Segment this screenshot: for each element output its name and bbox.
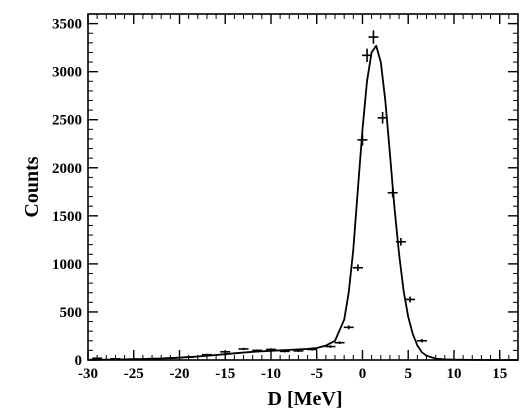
y-tick-label: 1500 xyxy=(52,209,82,225)
y-tick-label: 3000 xyxy=(52,65,82,81)
y-tick-label: 3500 xyxy=(52,17,82,33)
y-tick-label: 2000 xyxy=(52,161,82,177)
x-tick-label: -5 xyxy=(310,366,323,382)
data-point xyxy=(377,112,388,124)
x-tick-label: -20 xyxy=(169,366,189,382)
data-point xyxy=(279,350,290,353)
x-tick-label: 10 xyxy=(446,366,461,382)
y-tick-label: 0 xyxy=(75,353,83,369)
y-axis-title: Counts xyxy=(21,156,43,217)
ticks-layer: -30 -25 -20 -15 -10 -5 0 5 10 15 0 500 1000 1500 2000 2… xyxy=(52,13,519,382)
y-tick-label: 2500 xyxy=(52,113,82,129)
x-tick-label: -10 xyxy=(261,366,281,382)
x-tick-label: -30 xyxy=(78,366,98,382)
x-tick-label: -25 xyxy=(124,366,144,382)
data-point xyxy=(395,237,406,246)
x-tick-label: -15 xyxy=(215,366,235,382)
data-point xyxy=(343,325,354,330)
x-tick-label: 15 xyxy=(492,366,507,382)
data-point xyxy=(368,30,379,44)
data-point xyxy=(293,349,304,352)
data-point xyxy=(252,349,263,352)
data-point xyxy=(362,48,373,63)
data-point xyxy=(387,187,398,198)
data-point xyxy=(238,347,249,351)
data-point xyxy=(405,296,416,303)
y-tick-label: 1000 xyxy=(52,257,82,273)
data-point xyxy=(307,348,318,351)
x-axis-title: D [MeV] xyxy=(268,388,343,410)
data-point xyxy=(325,345,336,348)
data-points-layer xyxy=(92,30,427,360)
data-point xyxy=(416,339,427,343)
data-point xyxy=(352,264,363,272)
data-point xyxy=(334,341,345,345)
y-tick-label: 500 xyxy=(60,305,83,321)
data-point xyxy=(357,134,368,146)
x-tick-label: 5 xyxy=(404,366,412,382)
x-tick-label: 0 xyxy=(359,366,367,382)
